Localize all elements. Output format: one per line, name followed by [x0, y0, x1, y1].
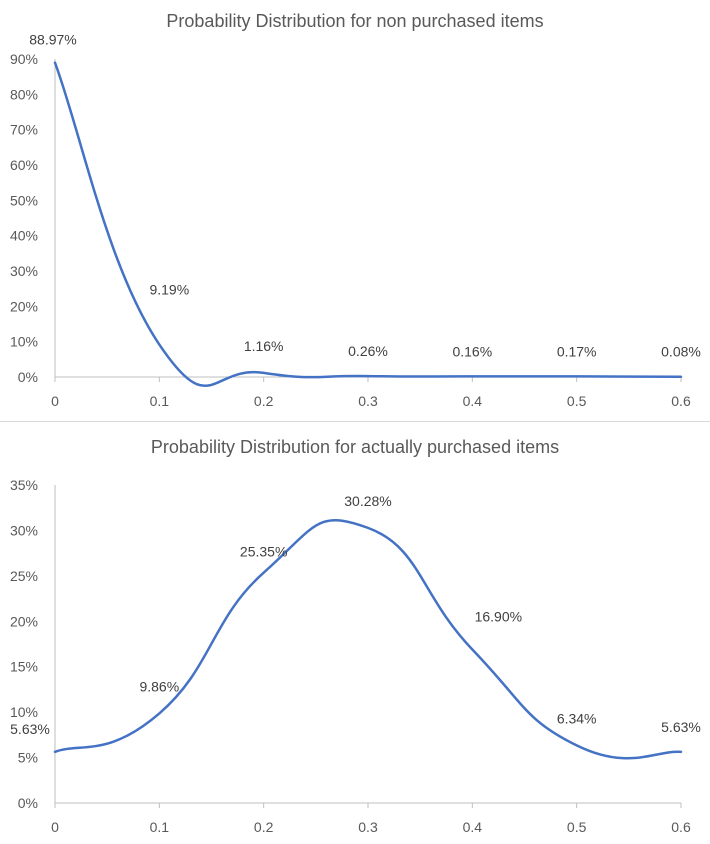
y-tick-label: 25% [10, 568, 38, 584]
y-tick-label: 70% [10, 122, 38, 138]
x-axis-ticks: 0 0.1 0.2 0.3 0.4 0.5 0.6 [51, 377, 691, 409]
data-label: 0.17% [557, 343, 597, 359]
data-label: 5.63% [10, 721, 50, 737]
series-line [53, 519, 683, 760]
y-tick-label: 90% [10, 51, 38, 67]
x-tick-label: 0.3 [358, 393, 378, 409]
x-tick-label: 0.4 [463, 393, 483, 409]
data-label: 0.26% [348, 343, 388, 359]
x-tick-label: 0.6 [671, 819, 691, 835]
data-label: 30.28% [344, 493, 391, 509]
data-labels: 88.97% 9.19% 1.16% 0.26% 0.16% 0.17% 0.08% [29, 32, 701, 360]
data-label: 0.08% [661, 344, 701, 360]
x-tick-label: 0.5 [567, 819, 587, 835]
chart-purchased: Probability Distribution for actually pu… [10, 437, 701, 835]
x-tick-label: 0.2 [254, 819, 274, 835]
x-tick-label: 0.1 [150, 393, 170, 409]
y-tick-label: 15% [10, 659, 38, 675]
data-label: 9.19% [149, 282, 189, 298]
y-tick-label: 0% [18, 369, 38, 385]
y-tick-label: 20% [10, 613, 38, 629]
y-tick-label: 60% [10, 157, 38, 173]
x-tick-label: 0.3 [358, 819, 378, 835]
chart-divider [0, 421, 710, 422]
y-tick-label: 30% [10, 263, 38, 279]
x-tick-label: 0 [51, 393, 59, 409]
x-tick-label: 0.4 [463, 819, 483, 835]
y-tick-label: 35% [10, 477, 38, 493]
y-tick-label: 40% [10, 228, 38, 244]
y-tick-label: 10% [10, 704, 38, 720]
y-tick-label: 80% [10, 86, 38, 102]
data-label: 0.16% [452, 343, 492, 359]
y-tick-label: 20% [10, 298, 38, 314]
y-tick-label: 10% [10, 334, 38, 350]
chart-non-purchased: Probability Distribution for non purchas… [10, 11, 701, 409]
y-axis-ticks: 0% 5% 10% 15% 20% 25% 30% 35% [10, 477, 38, 811]
x-tick-label: 0 [51, 819, 59, 835]
y-axis-ticks: 0% 10% 20% 30% 40% 50% 60% 70% 80% 90% [10, 51, 38, 385]
x-tick-label: 0.1 [150, 819, 170, 835]
y-tick-label: 0% [18, 795, 38, 811]
data-label: 1.16% [244, 338, 284, 354]
y-tick-label: 5% [18, 750, 38, 766]
y-tick-label: 30% [10, 522, 38, 538]
x-tick-label: 0.6 [671, 393, 691, 409]
data-label: 9.86% [139, 678, 179, 694]
x-tick-label: 0.5 [567, 393, 587, 409]
data-label: 6.34% [557, 710, 597, 726]
x-tick-label: 0.2 [254, 393, 274, 409]
y-tick-label: 50% [10, 192, 38, 208]
data-labels: 5.63% 9.86% 25.35% 30.28% 16.90% 6.34% 5.63% [10, 493, 701, 737]
data-label: 5.63% [661, 719, 701, 735]
data-label: 25.35% [240, 544, 287, 560]
data-label: 16.90% [475, 608, 522, 624]
series-line [53, 61, 683, 387]
chart-title: Probability Distribution for actually pu… [151, 437, 559, 457]
data-label: 88.97% [29, 32, 76, 48]
chart-title: Probability Distribution for non purchas… [166, 11, 543, 31]
x-axis-ticks: 0 0.1 0.2 0.3 0.4 0.5 0.6 [51, 803, 691, 835]
